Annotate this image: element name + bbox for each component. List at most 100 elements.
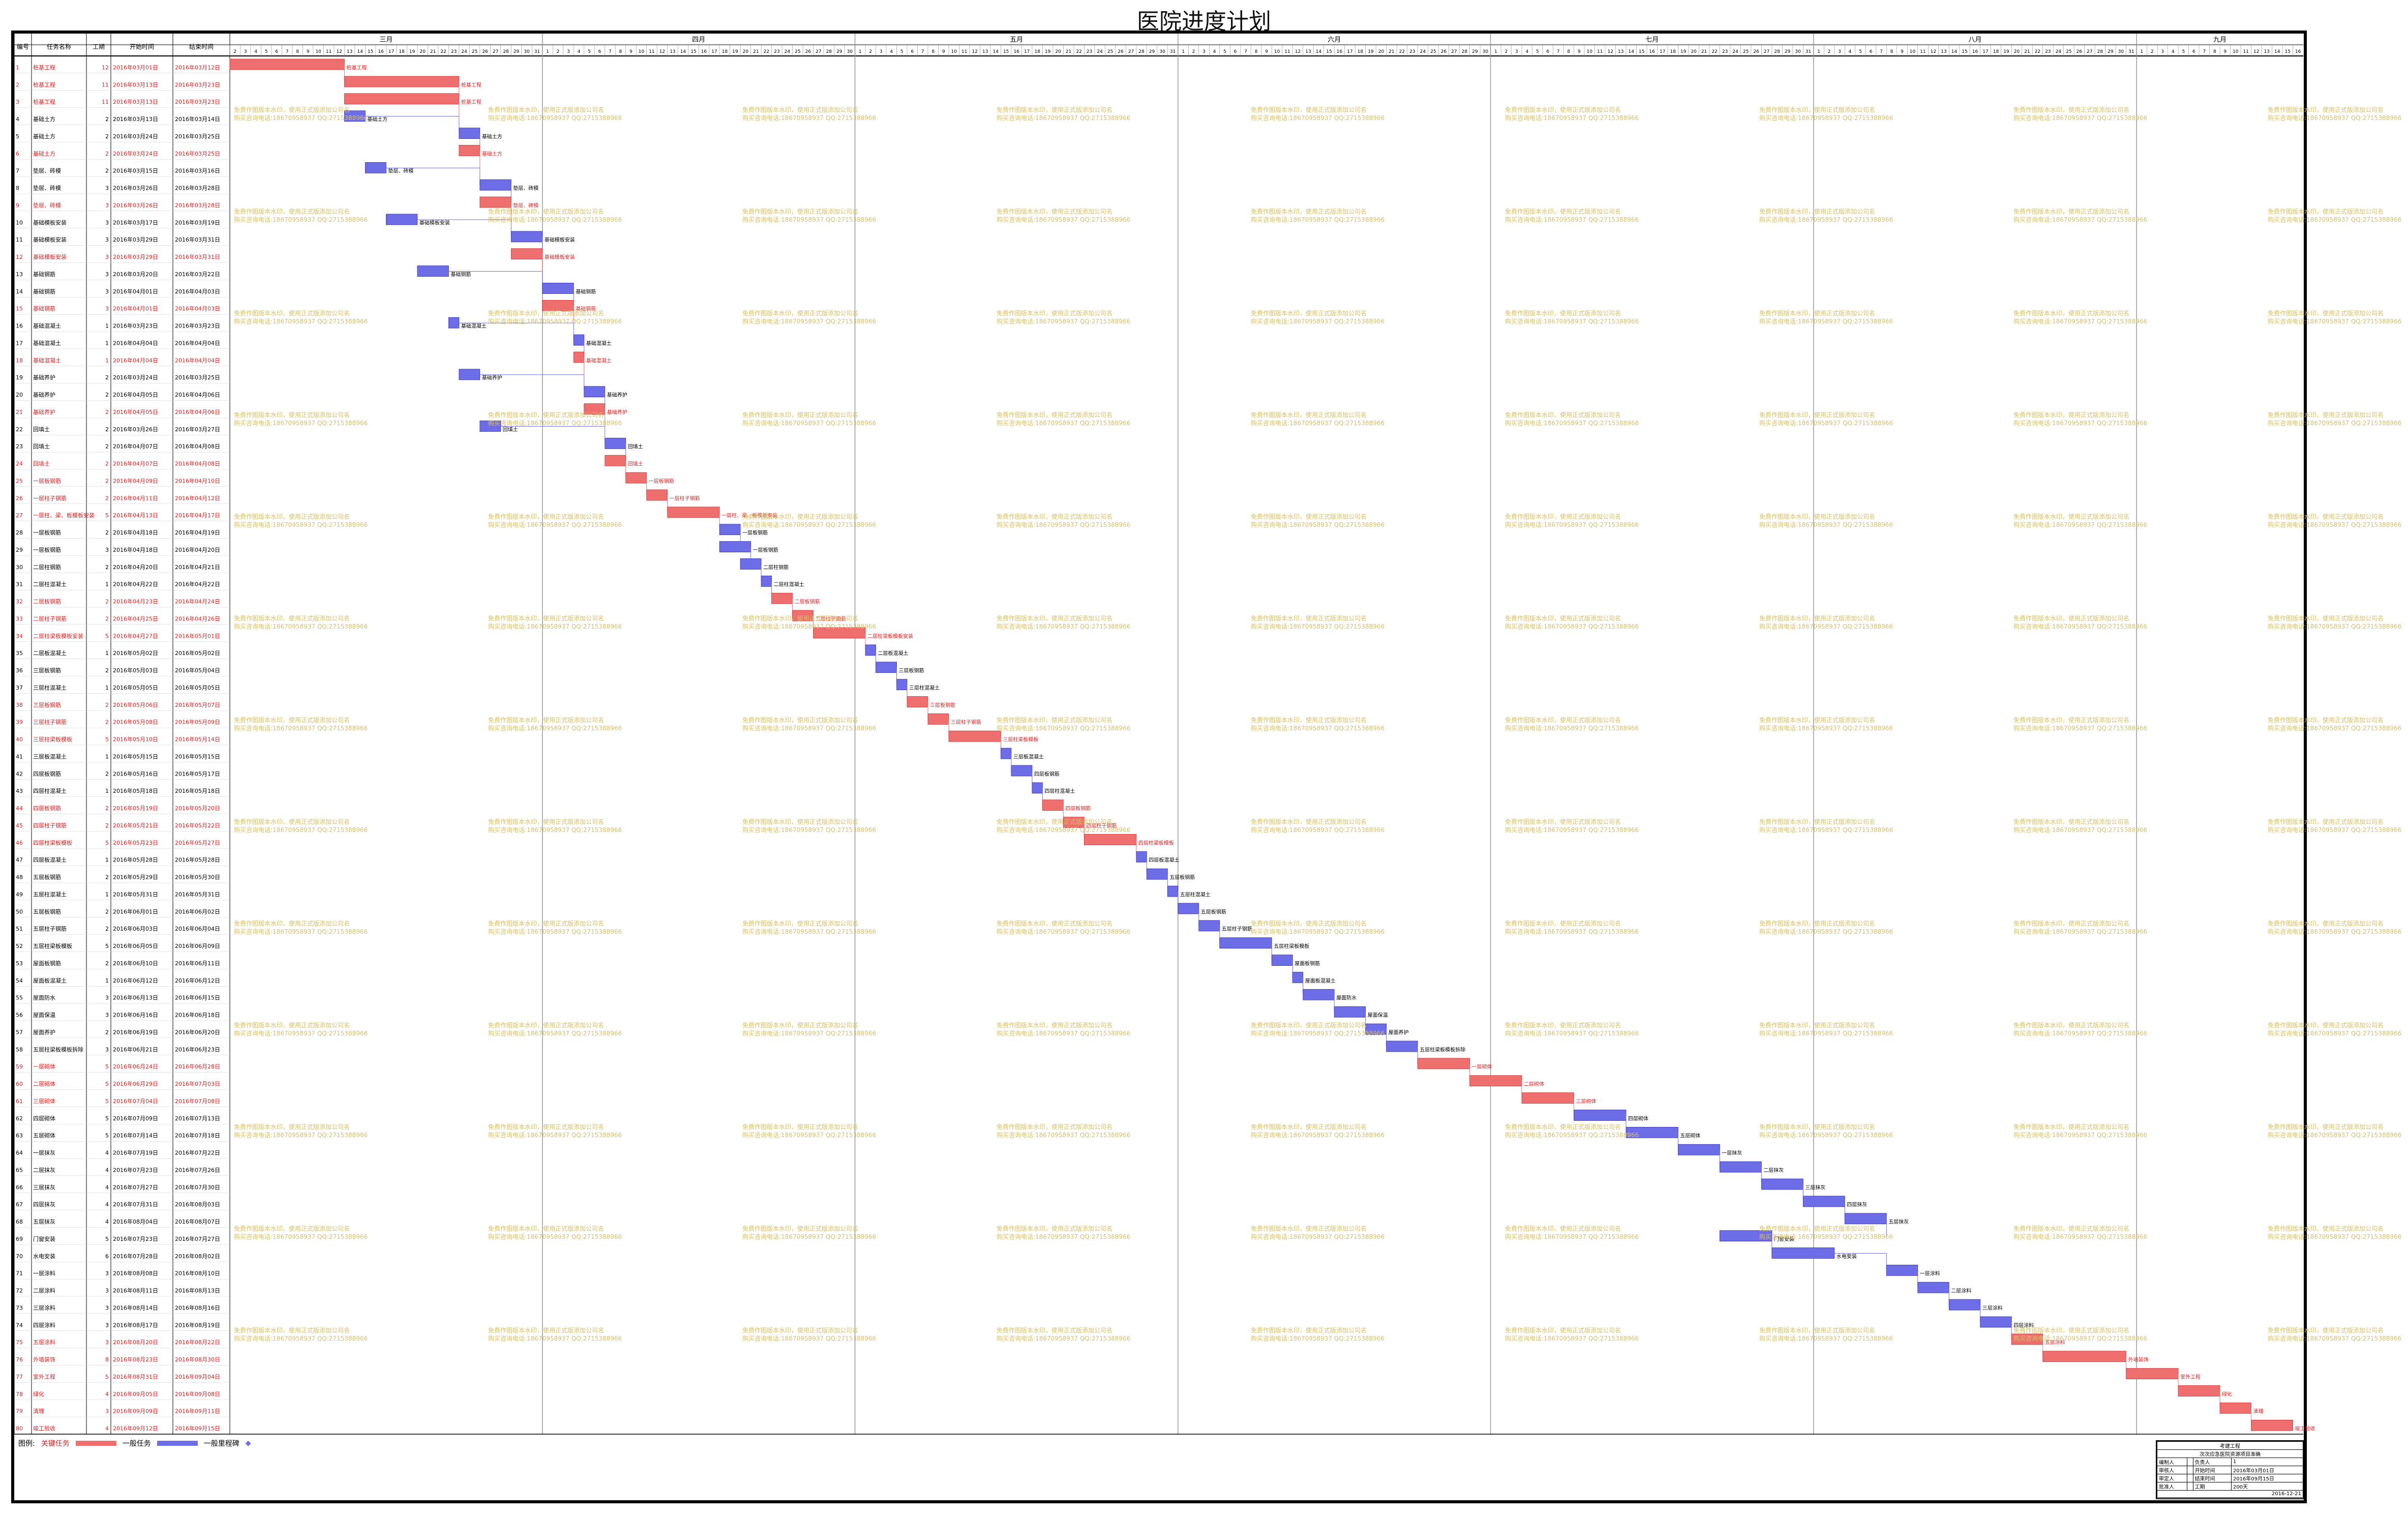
task-name: 垫层、砖模 [33, 201, 61, 209]
watermark-text-line2: 购买咨询电话:18670958937 QQ:2715388966 [234, 114, 368, 122]
task-bar-label: 基础模板安装 [419, 219, 450, 226]
task-bar [417, 265, 449, 277]
dependency-line [1834, 1253, 1887, 1271]
watermark-text-line2: 购买咨询电话:18670958937 QQ:2715388966 [742, 622, 876, 630]
task-duration: 3 [105, 271, 109, 278]
day-label: 25 [1107, 49, 1113, 54]
watermark-text-line2: 购买咨询电话:18670958937 QQ:2715388966 [488, 622, 622, 630]
task-bar-label: 基础钢筋 [450, 271, 471, 278]
day-label: 22 [2035, 49, 2040, 54]
watermark-text-line1: 免费作图版本水印，使用正式版添加公司名 [997, 1123, 1112, 1131]
task-id: 34 [16, 633, 23, 639]
task-bar-label: 三层板钢筋 [930, 702, 955, 708]
task-bar [2178, 1385, 2220, 1397]
task-duration: 2 [105, 168, 109, 174]
task-bar-label: 四层板钢筋 [1034, 770, 1060, 777]
task-name: 五层板钢筋 [33, 908, 61, 915]
task-duration: 2 [105, 461, 109, 467]
task-id: 44 [16, 805, 23, 812]
watermark-text-line1: 免费作图版本水印，使用正式版添加公司名 [2268, 614, 2384, 622]
task-start: 2016年08月23日 [113, 1356, 158, 1363]
task-start: 2016年03月29日 [113, 253, 158, 260]
watermark-text-line1: 免费作图版本水印，使用正式版添加公司名 [1759, 411, 1875, 419]
task-bar-label: 二层涂料 [1951, 1288, 1971, 1294]
task-duration: 4 [105, 1201, 109, 1208]
watermark-text-line2: 购买咨询电话:18670958937 QQ:2715388966 [2268, 1233, 2401, 1240]
task-end: 2016年04月06日 [175, 408, 220, 415]
day-label: 6 [2192, 49, 2195, 54]
task-start: 2016年08月11日 [113, 1287, 158, 1294]
task-duration: 3 [105, 1288, 109, 1294]
day-label: 10 [1910, 49, 1916, 54]
day-label: 23 [774, 49, 779, 54]
watermark-text-line2: 购买咨询电话:18670958937 QQ:2715388966 [2268, 419, 2401, 427]
task-start: 2016年05月10日 [113, 736, 158, 743]
task-start: 2016年04月18日 [113, 546, 158, 553]
task-duration: 2 [105, 770, 109, 777]
task-id: 70 [16, 1253, 23, 1260]
day-label: 14 [357, 49, 363, 54]
day-label: 11 [1597, 49, 1603, 54]
day-label: 21 [753, 49, 759, 54]
day-label: 13 [670, 49, 675, 54]
task-start: 2016年04月23日 [113, 598, 158, 605]
task-id: 56 [16, 1012, 23, 1019]
column-header: 编号 [17, 43, 29, 50]
day-label: 22 [1399, 49, 1405, 54]
day-label: 4 [2172, 49, 2175, 54]
watermark-text-line2: 购买咨询电话:18670958937 QQ:2715388966 [488, 419, 622, 427]
task-end: 2016年07月08日 [175, 1097, 220, 1105]
watermark-text-line2: 购买咨询电话:18670958937 QQ:2715388966 [488, 826, 622, 834]
watermark-text-line2: 购买咨询电话:18670958937 QQ:2715388966 [1759, 1131, 1893, 1139]
info-cell: 1 [2231, 1458, 2304, 1466]
day-label: 1 [1182, 49, 1185, 54]
task-bar [1521, 1092, 1574, 1104]
task-id: 2 [16, 81, 19, 88]
task-start: 2016年03月24日 [113, 133, 158, 140]
task-bar-label: 五层柱混凝土 [1180, 891, 1211, 898]
task-name: 五层柱梁板模板拆除 [33, 1046, 83, 1053]
day-label: 10 [951, 49, 957, 54]
day-label: 11 [1284, 49, 1290, 54]
watermark-text-line2: 购买咨询电话:18670958937 QQ:2715388966 [1505, 114, 1639, 122]
task-name: 屋面养护 [33, 1028, 55, 1035]
task-name: 二层涂料 [33, 1287, 55, 1294]
task-id: 31 [16, 581, 23, 588]
task-end: 2016年08月16日 [175, 1304, 220, 1311]
task-bar-label: 屋面养护 [1389, 1029, 1409, 1035]
task-name: 四层板钢筋 [33, 770, 61, 777]
day-label: 16 [378, 49, 384, 54]
task-duration: 5 [105, 943, 109, 949]
watermark-text-line1: 免费作图版本水印，使用正式版添加公司名 [1759, 614, 1875, 622]
info-cell [2187, 1482, 2193, 1491]
watermark-text-line1: 免费作图版本水印，使用正式版添加公司名 [1505, 818, 1621, 825]
task-duration: 11 [102, 81, 109, 88]
task-name: 回填土 [33, 443, 50, 450]
watermark-text-line1: 免费作图版本水印，使用正式版添加公司名 [997, 614, 1112, 622]
task-start: 2016年03月01日 [113, 64, 158, 71]
task-bar-label: 基础养护 [482, 374, 502, 381]
day-label: 28 [2097, 49, 2103, 54]
day-label: 16 [701, 49, 707, 54]
day-label: 12 [659, 49, 665, 54]
task-bar-label: 基础模板安装 [545, 254, 575, 260]
watermark-text-line1: 免费作图版本水印，使用正式版添加公司名 [2013, 411, 2129, 419]
task-duration: 3 [105, 1322, 109, 1328]
day-label: 9 [942, 49, 945, 54]
task-id: 27 [16, 512, 23, 519]
task-bar [1146, 868, 1168, 880]
task-start: 2016年07月27日 [113, 1183, 158, 1191]
task-start: 2016年07月09日 [113, 1115, 158, 1122]
day-label: 6 [911, 49, 914, 54]
task-id: 1 [16, 64, 19, 71]
task-duration: 2 [105, 392, 109, 398]
day-label: 27 [1128, 49, 1134, 54]
task-id: 80 [16, 1425, 23, 1432]
task-name: 基础土方 [33, 150, 55, 157]
task-id: 20 [16, 392, 23, 398]
day-label: 12 [336, 49, 342, 54]
watermark-text-line2: 购买咨询电话:18670958937 QQ:2715388966 [2268, 1131, 2401, 1139]
task-end: 2016年03月16日 [175, 167, 220, 174]
task-id: 11 [16, 236, 23, 243]
watermark-text-line1: 免费作图版本水印，使用正式版添加公司名 [2268, 411, 2384, 419]
